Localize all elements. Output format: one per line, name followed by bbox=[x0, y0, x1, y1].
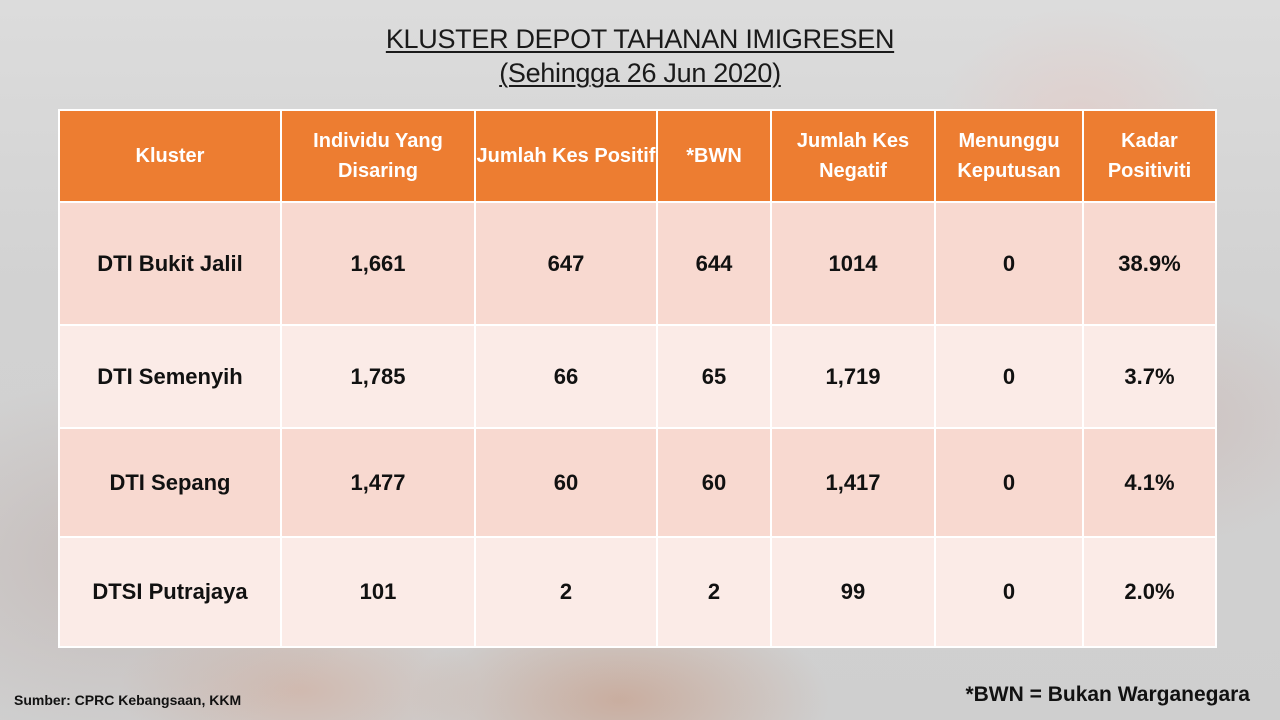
cell-kes-positif: 2 bbox=[474, 536, 658, 648]
table-row: DTSI Putrajaya 101 2 2 99 0 2.0% bbox=[58, 536, 1217, 648]
cell-kluster: DTI Sepang bbox=[58, 427, 282, 538]
bwn-footnote: *BWN = Bukan Warganegara bbox=[965, 683, 1250, 706]
cell-kluster: DTI Bukit Jalil bbox=[58, 201, 282, 326]
cell-kluster: DTI Semenyih bbox=[58, 324, 282, 429]
cell-menunggu-keputusan: 0 bbox=[934, 427, 1084, 538]
cell-kadar-positiviti: 38.9% bbox=[1082, 201, 1217, 326]
cell-kadar-positiviti: 2.0% bbox=[1082, 536, 1217, 648]
cell-menunggu-keputusan: 0 bbox=[934, 201, 1084, 326]
cell-kes-negatif: 1,417 bbox=[770, 427, 936, 538]
cell-individu-disaring: 1,785 bbox=[280, 324, 476, 429]
cluster-table: Kluster Individu Yang Disaring Jumlah Ke… bbox=[58, 109, 1217, 648]
header-bwn: *BWN bbox=[656, 109, 772, 203]
cell-bwn: 644 bbox=[656, 201, 772, 326]
header-kes-negatif: Jumlah Kes Negatif bbox=[770, 109, 936, 203]
cell-kes-positif: 66 bbox=[474, 324, 658, 429]
header-kluster: Kluster bbox=[58, 109, 282, 203]
cell-kes-positif: 647 bbox=[474, 201, 658, 326]
cell-kes-negatif: 1,719 bbox=[770, 324, 936, 429]
cell-kluster: DTSI Putrajaya bbox=[58, 536, 282, 648]
table-row: DTI Bukit Jalil 1,661 647 644 1014 0 38.… bbox=[58, 201, 1217, 326]
cell-kadar-positiviti: 3.7% bbox=[1082, 324, 1217, 429]
cell-menunggu-keputusan: 0 bbox=[934, 324, 1084, 429]
header-kes-positif: Jumlah Kes Positif bbox=[474, 109, 658, 203]
cell-individu-disaring: 1,661 bbox=[280, 201, 476, 326]
title-line-2: (Sehingga 26 Jun 2020) bbox=[499, 58, 781, 88]
header-menunggu-keputusan: Menunggu Keputusan bbox=[934, 109, 1084, 203]
header-kadar-positiviti: Kadar Positiviti bbox=[1082, 109, 1217, 203]
cell-kes-positif: 60 bbox=[474, 427, 658, 538]
title-line-1: KLUSTER DEPOT TAHANAN IMIGRESEN bbox=[385, 24, 895, 54]
source-note: Sumber: CPRC Kebangsaan, KKM bbox=[14, 692, 242, 708]
table-row: DTI Semenyih 1,785 66 65 1,719 0 3.7% bbox=[58, 324, 1217, 429]
cell-bwn: 60 bbox=[656, 427, 772, 538]
page-title: KLUSTER DEPOT TAHANAN IMIGRESEN (Sehingg… bbox=[0, 22, 1280, 90]
cell-bwn: 65 bbox=[656, 324, 772, 429]
header-individu-disaring: Individu Yang Disaring bbox=[280, 109, 476, 203]
cell-individu-disaring: 1,477 bbox=[280, 427, 476, 538]
cell-individu-disaring: 101 bbox=[280, 536, 476, 648]
cell-kes-negatif: 1014 bbox=[770, 201, 936, 326]
table-header-row: Kluster Individu Yang Disaring Jumlah Ke… bbox=[58, 109, 1217, 203]
cell-menunggu-keputusan: 0 bbox=[934, 536, 1084, 648]
cell-kadar-positiviti: 4.1% bbox=[1082, 427, 1217, 538]
table-row: DTI Sepang 1,477 60 60 1,417 0 4.1% bbox=[58, 427, 1217, 538]
cell-bwn: 2 bbox=[656, 536, 772, 648]
cell-kes-negatif: 99 bbox=[770, 536, 936, 648]
